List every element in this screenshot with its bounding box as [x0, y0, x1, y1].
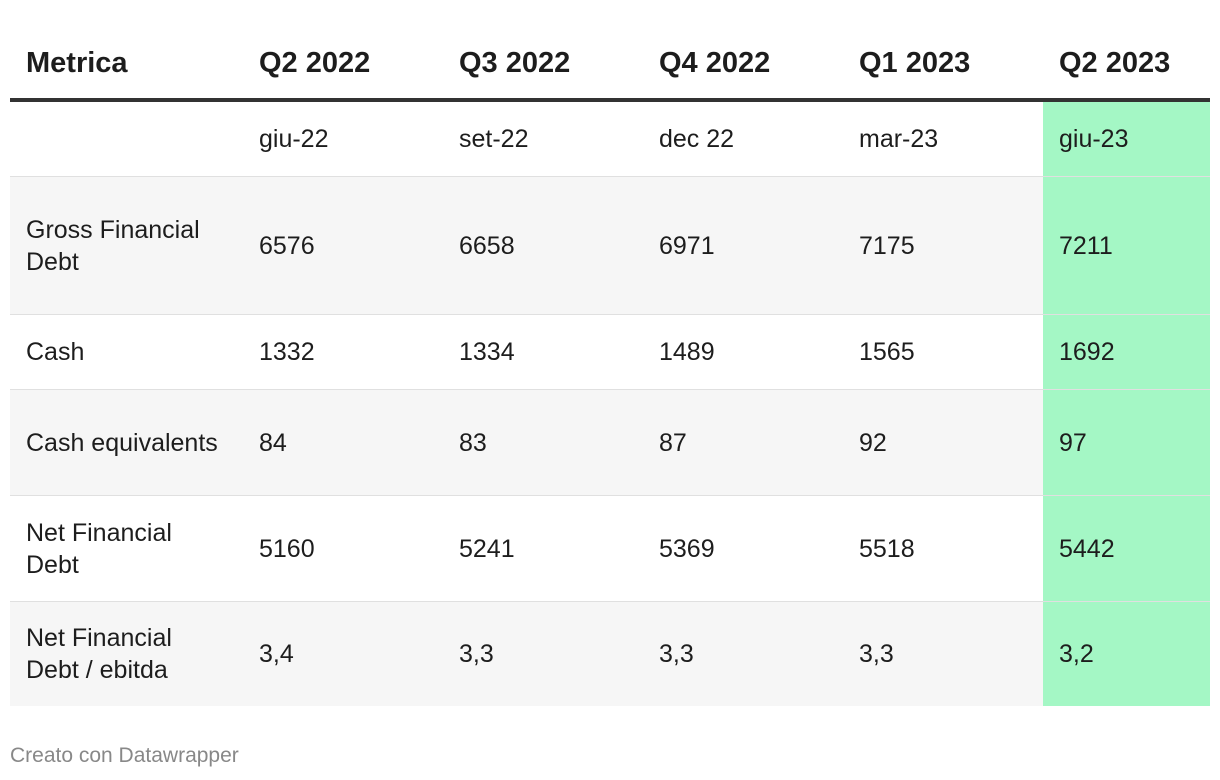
header-q1-2023[interactable]: Q1 2023: [843, 28, 1043, 102]
table-cell: 3,3: [443, 601, 643, 706]
table-cell-highlighted: 7211: [1043, 176, 1210, 315]
table-row-net-financial-debt: Net Financial Debt 5160 5241 5369 5518 5…: [10, 495, 1210, 602]
table-cell: 1332: [243, 314, 443, 390]
table-cell-highlighted: 1692: [1043, 314, 1210, 390]
table-cell: 1334: [443, 314, 643, 390]
table-cell: 84: [243, 389, 443, 496]
table-cell: 3,4: [243, 601, 443, 706]
row-label: Gross Financial Debt: [10, 176, 243, 315]
data-table-container: Metrica Q2 2022 Q3 2022 Q4 2022 Q1 2023 …: [10, 28, 1210, 706]
table-cell: 5369: [643, 495, 843, 602]
table-cell: 5160: [243, 495, 443, 602]
period-cell: set-22: [443, 100, 643, 177]
table-cell: 7175: [843, 176, 1043, 315]
period-cell: giu-22: [243, 100, 443, 177]
table-cell: 83: [443, 389, 643, 496]
table-cell: 3,3: [643, 601, 843, 706]
header-metrica[interactable]: Metrica: [10, 28, 243, 102]
table-cell-highlighted: 3,2: [1043, 601, 1210, 706]
table-cell: 1565: [843, 314, 1043, 390]
footer-credit[interactable]: Creato con Datawrapper: [10, 744, 239, 767]
period-label-empty: [10, 100, 243, 177]
table-cell: 5241: [443, 495, 643, 602]
period-cell-highlighted: giu-23: [1043, 100, 1210, 177]
period-row: giu-22 set-22 dec 22 mar-23 giu-23: [10, 100, 1210, 177]
table-cell: 6576: [243, 176, 443, 315]
period-cell: mar-23: [843, 100, 1043, 177]
table-cell-highlighted: 5442: [1043, 495, 1210, 602]
data-table: Metrica Q2 2022 Q3 2022 Q4 2022 Q1 2023 …: [10, 28, 1210, 706]
header-q2-2022[interactable]: Q2 2022: [243, 28, 443, 102]
table-row-gross-financial-debt: Gross Financial Debt 6576 6658 6971 7175…: [10, 176, 1210, 315]
table-cell: 6658: [443, 176, 643, 315]
table-row-cash: Cash 1332 1334 1489 1565 1692: [10, 314, 1210, 390]
table-cell: 3,3: [843, 601, 1043, 706]
table-cell: 1489: [643, 314, 843, 390]
table-row-net-financial-debt-ebitda: Net Financial Debt / ebitda 3,4 3,3 3,3 …: [10, 601, 1210, 706]
header-row: Metrica Q2 2022 Q3 2022 Q4 2022 Q1 2023 …: [10, 28, 1210, 102]
row-label: Net Financial Debt / ebitda: [10, 601, 243, 706]
table-cell: 92: [843, 389, 1043, 496]
table-cell: 6971: [643, 176, 843, 315]
row-label: Cash equivalents: [10, 389, 243, 496]
period-cell: dec 22: [643, 100, 843, 177]
table-cell: 5518: [843, 495, 1043, 602]
table-cell-highlighted: 97: [1043, 389, 1210, 496]
table-cell: 87: [643, 389, 843, 496]
header-q2-2023[interactable]: Q2 2023: [1043, 28, 1210, 102]
row-label: Net Financial Debt: [10, 495, 243, 602]
header-q3-2022[interactable]: Q3 2022: [443, 28, 643, 102]
header-q4-2022[interactable]: Q4 2022: [643, 28, 843, 102]
row-label: Cash: [10, 314, 243, 390]
table-row-cash-equivalents: Cash equivalents 84 83 87 92 97: [10, 389, 1210, 496]
